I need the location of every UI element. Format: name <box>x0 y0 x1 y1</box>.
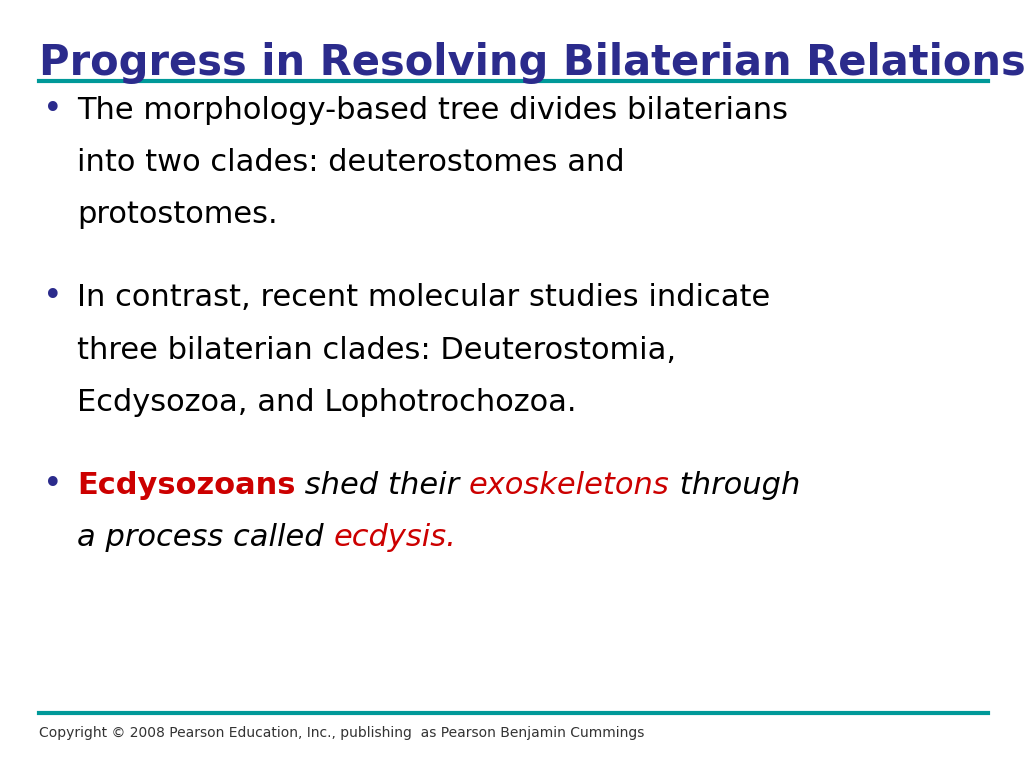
Text: exoskeletons: exoskeletons <box>469 471 670 500</box>
Text: •: • <box>43 93 62 126</box>
Text: Ecdysozoans: Ecdysozoans <box>77 471 295 500</box>
Text: •: • <box>43 280 62 313</box>
Text: through: through <box>670 471 800 500</box>
Text: •: • <box>43 468 62 501</box>
Text: shed: shed <box>295 471 388 500</box>
Text: into two clades: deuterostomes and: into two clades: deuterostomes and <box>77 148 625 177</box>
Text: three bilaterian clades: Deuterostomia,: three bilaterian clades: Deuterostomia, <box>77 336 676 365</box>
Text: ecdysis.: ecdysis. <box>333 523 456 552</box>
Text: Ecdysozoa, and Lophotrochozoa.: Ecdysozoa, and Lophotrochozoa. <box>77 388 577 417</box>
Text: a process called: a process called <box>77 523 333 552</box>
Text: Progress in Resolving Bilaterian Relationships: Progress in Resolving Bilaterian Relatio… <box>39 42 1024 84</box>
Text: In contrast, recent molecular studies indicate: In contrast, recent molecular studies in… <box>77 283 770 313</box>
Text: Copyright © 2008 Pearson Education, Inc., publishing  as Pearson Benjamin Cummin: Copyright © 2008 Pearson Education, Inc.… <box>39 727 644 740</box>
Text: protostomes.: protostomes. <box>77 200 278 230</box>
Text: The morphology-based tree divides bilaterians: The morphology-based tree divides bilate… <box>77 96 787 125</box>
Text: their: their <box>388 471 469 500</box>
